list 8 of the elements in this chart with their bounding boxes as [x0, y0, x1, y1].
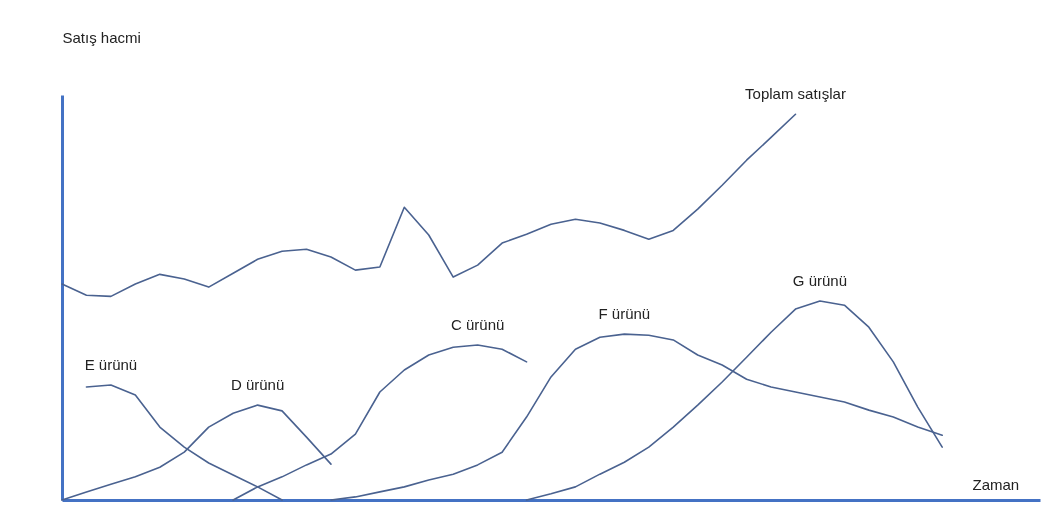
x-axis-title: Zaman	[972, 475, 1020, 493]
series-label: E ürünü	[84, 356, 138, 374]
series-label: Toplam satışlar	[745, 85, 846, 103]
series-label: C ürünü	[450, 315, 505, 333]
y-axis-title: Satış hacmi	[62, 28, 141, 46]
series-label: G ürünü	[792, 271, 848, 289]
series-label: D ürünü	[230, 376, 285, 394]
series-label: F ürünü	[598, 305, 651, 323]
